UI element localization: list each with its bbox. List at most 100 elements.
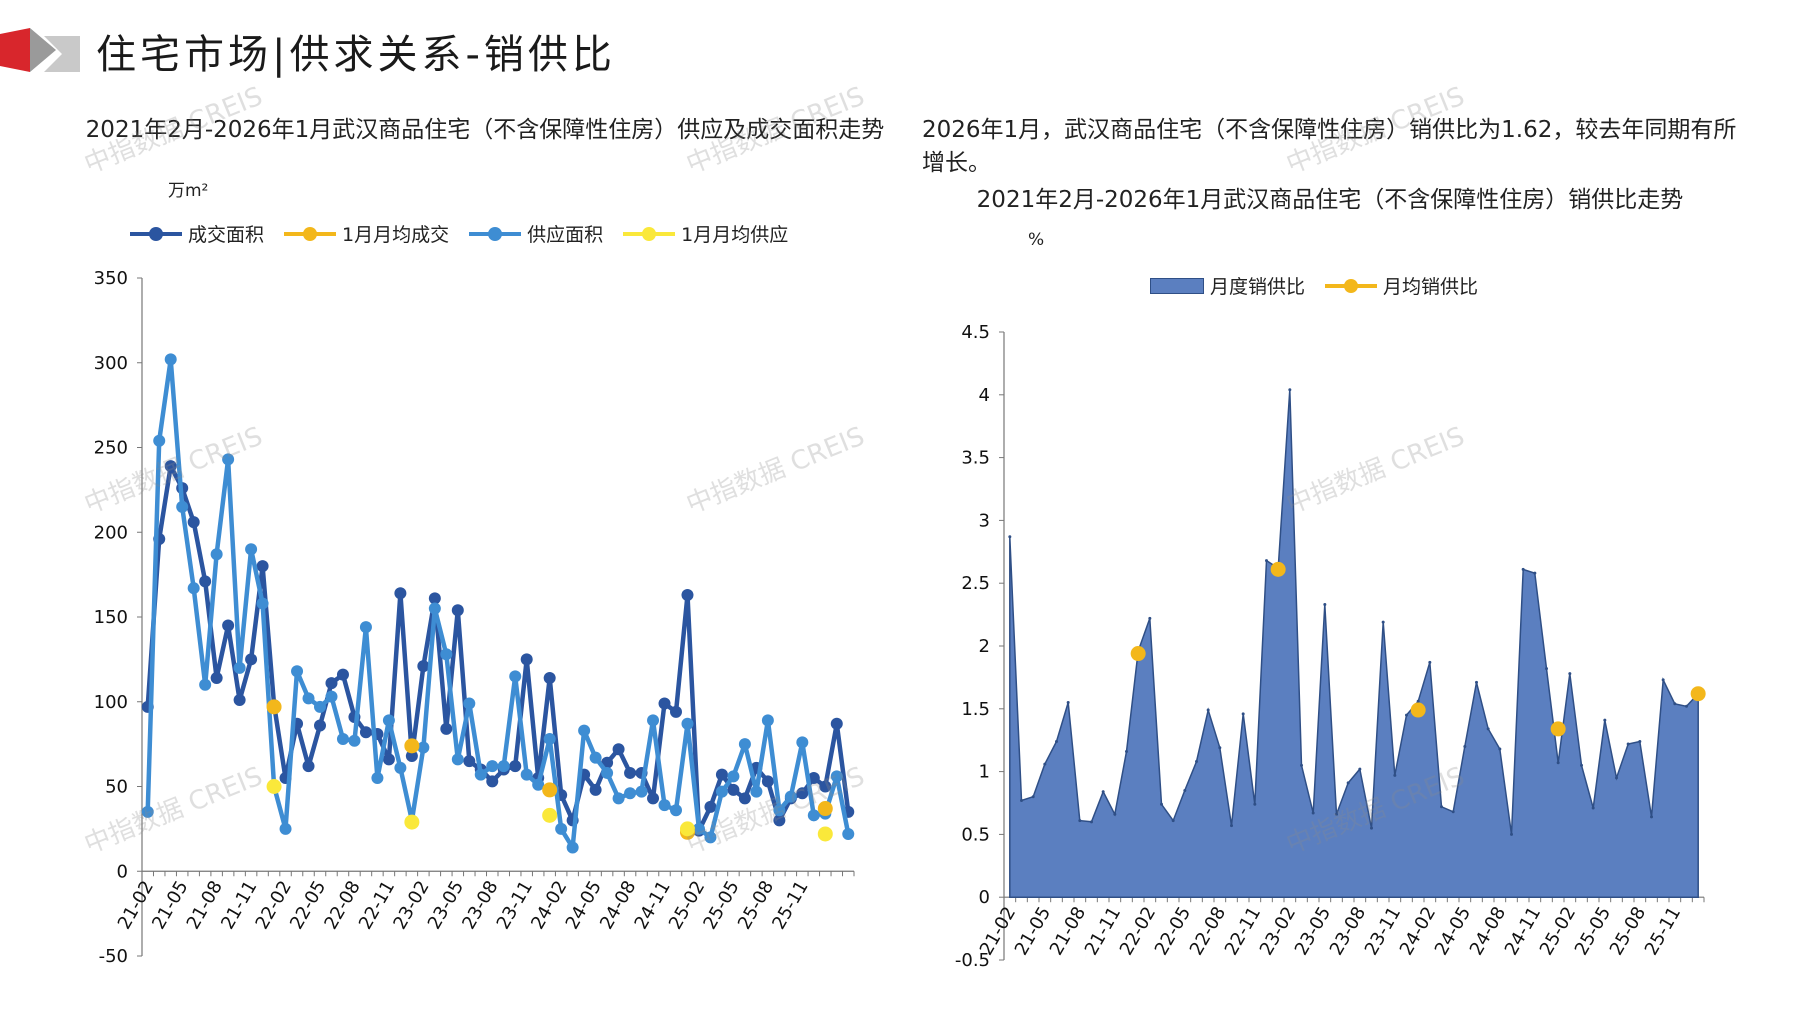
deal-series-point	[164, 460, 177, 473]
deal-series-point	[359, 726, 372, 739]
deal-series-point	[336, 668, 349, 681]
legend-item-deal-avg: 1月月均成交	[284, 220, 449, 247]
monthly-ratio-point	[1241, 712, 1245, 716]
deal-series-point	[830, 717, 843, 730]
y-tick-label: 4	[979, 385, 990, 406]
supply-series-point	[635, 785, 648, 798]
deal-avg-point	[817, 801, 833, 817]
supply-series-point	[589, 751, 602, 764]
monthly-ratio-point	[1171, 819, 1175, 823]
avg-ratio-point	[1550, 721, 1566, 737]
monthly-ratio-point	[1031, 795, 1035, 799]
legend-label-deal-avg: 1月月均成交	[342, 224, 450, 246]
monthly-ratio-point	[1568, 672, 1572, 676]
right-unit-label: %	[1028, 230, 1045, 250]
y-tick-label: 2.5	[961, 573, 990, 594]
supply-series-point	[417, 741, 430, 754]
monthly-ratio-point	[1451, 810, 1455, 814]
y-tick-label: 0	[979, 887, 990, 908]
x-tick-label: 25-11	[768, 877, 812, 933]
monthly-ratio-point	[1475, 680, 1478, 684]
monthly-ratio-point	[1311, 811, 1315, 815]
left-legend: 成交面积 1月月均成交 供应面积 1月月均供应	[130, 220, 788, 247]
supply-series-point	[601, 766, 614, 779]
supply-series-point	[612, 792, 625, 805]
supply-avg-point	[542, 807, 558, 823]
deal-series-point	[819, 780, 832, 793]
deal-avg-point	[404, 738, 420, 754]
y-tick-label: 1.5	[961, 699, 990, 720]
supply-series-point	[761, 714, 774, 727]
supply-series-point	[256, 597, 269, 610]
monthly-ratio-point	[1416, 699, 1420, 703]
y-tick-label: 1	[979, 762, 990, 783]
monthly-ratio-point	[1603, 718, 1607, 722]
supply-series-point	[486, 760, 499, 773]
legend-label-supply: 供应面积	[527, 224, 604, 246]
supply-series-point	[624, 787, 637, 800]
supply-series-point	[681, 717, 694, 730]
deal-series-point	[704, 800, 717, 813]
monthly-ratio-point	[1615, 776, 1618, 780]
deal-series-point	[612, 743, 625, 756]
y-tick-label: 2	[979, 636, 990, 657]
legend-item-deal: 成交面积	[130, 220, 264, 247]
legend-item-supply: 供应面积	[469, 220, 603, 247]
supply-series-point	[830, 770, 843, 783]
deal-series-point	[773, 814, 786, 827]
monthly-ratio-point	[1463, 744, 1467, 748]
right-chart-title: 2021年2月-2026年1月武汉商品住宅（不含保障性住房）销供比走势	[976, 187, 1684, 213]
deal-series-point	[681, 588, 694, 601]
supply-avg-point	[817, 826, 833, 842]
supply-series-point	[543, 733, 556, 746]
deal-series-point	[245, 653, 258, 666]
y-tick-label: 300	[94, 353, 128, 374]
supply-series-point	[532, 778, 545, 791]
y-tick-label: 3.5	[961, 448, 990, 469]
deal-series-point	[520, 653, 533, 666]
monthly-ratio-point	[1183, 788, 1187, 792]
deal-series-point	[589, 783, 602, 796]
deal-series-point	[199, 575, 212, 588]
supply-series-point	[325, 690, 338, 703]
y-tick-label: 150	[94, 607, 128, 628]
monthly-ratio-point	[1020, 798, 1023, 802]
deal-series-point	[382, 753, 395, 766]
supply-series-point	[750, 785, 763, 798]
supply-series-point	[164, 353, 177, 366]
deal-series-point	[405, 749, 418, 762]
monthly-ratio-point	[1206, 708, 1210, 712]
supply-series-point	[727, 770, 740, 783]
brand-logo-mark	[0, 28, 80, 72]
supply-series-point	[199, 678, 212, 691]
y-tick-label: 4.5	[961, 322, 990, 343]
supply-series-point	[692, 822, 705, 835]
avg-ratio-point	[1410, 702, 1426, 718]
monthly-ratio-point	[1078, 819, 1082, 823]
monthly-ratio-point	[1358, 767, 1362, 771]
monthly-ratio-point	[1160, 802, 1163, 806]
supply-series-point	[497, 760, 510, 773]
monthly-ratio-point	[1661, 678, 1665, 682]
monthly-ratio-point	[1626, 742, 1630, 746]
monthly-ratio-point	[1650, 815, 1653, 819]
monthly-ratio-point	[1090, 820, 1093, 824]
left-unit-label: 万m²	[168, 181, 209, 201]
supply-series-point	[647, 714, 660, 727]
deal-series-point	[761, 775, 774, 788]
monthly-ratio-point	[1428, 660, 1432, 664]
supply-series-point	[784, 790, 797, 803]
legend-label-avg-ratio: 月均销供比	[1383, 276, 1479, 298]
supply-series-point	[210, 548, 223, 561]
avg-ratio-point	[1130, 646, 1146, 662]
supply-series-point	[279, 822, 292, 835]
y-tick-label: -50	[99, 946, 128, 967]
y-tick-label: 200	[94, 522, 128, 543]
left-chart-title: 2021年2月-2026年1月武汉商品住宅（不含保障性住房）供应及成交面积走势	[85, 117, 885, 143]
supply-series-point	[566, 841, 579, 854]
monthly-ratio-point	[1533, 571, 1537, 575]
monthly-ratio-point	[1346, 781, 1350, 785]
supply-series-point	[842, 827, 855, 840]
deal-series-point	[394, 587, 407, 600]
monthly-ratio-area	[1009, 389, 1699, 898]
